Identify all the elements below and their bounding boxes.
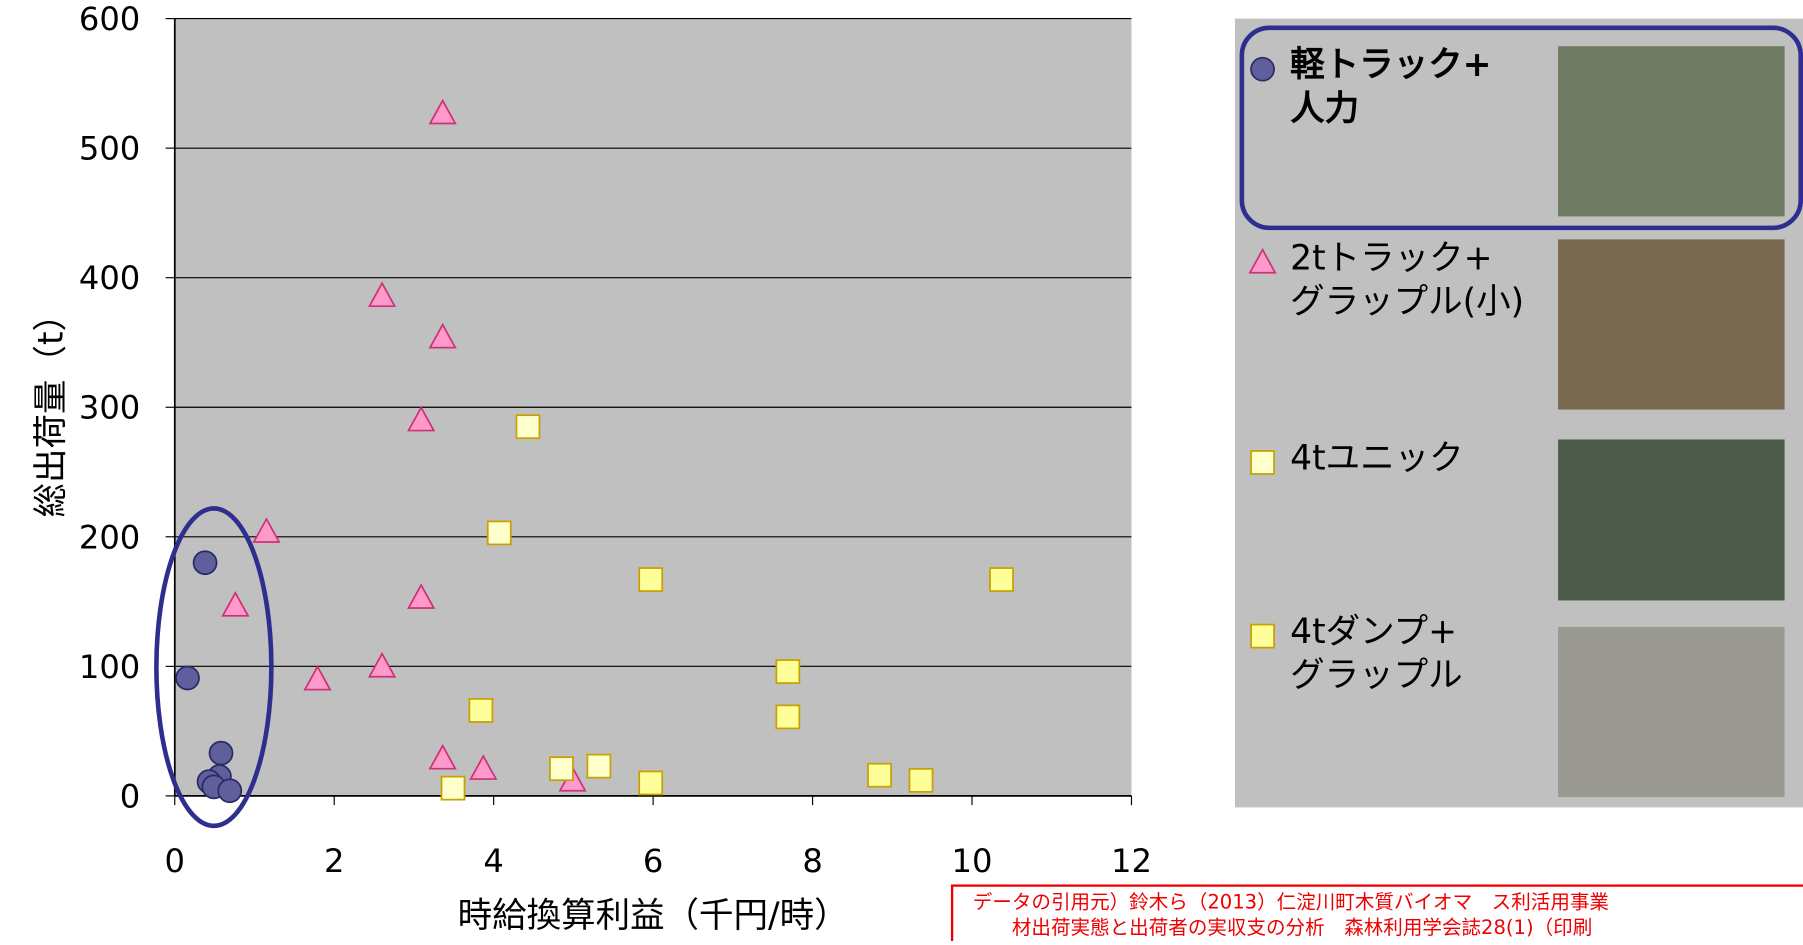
source-line: 材出荷実態と出荷者の実収支の分析 森林利用学会誌28(1)（印刷 [973, 916, 1803, 941]
y-tick-label: 0 [120, 777, 140, 815]
point [550, 757, 573, 780]
x-axis-title: 時給換算利益（千円/時） [458, 896, 849, 936]
legend-label: 2tトラック+ グラップル(小) [1290, 237, 1554, 324]
point [488, 521, 511, 544]
y-tick-label: 400 [79, 259, 140, 297]
point [194, 551, 217, 574]
legend-entry: 4tユニック [1290, 437, 1554, 540]
point [776, 660, 799, 683]
legend-label: 4tダンプ+ グラップル [1290, 611, 1554, 698]
legend-label: 4tユニック [1290, 437, 1554, 481]
legend-marker [1251, 625, 1274, 648]
point [868, 764, 891, 787]
point [776, 705, 799, 728]
y-tick-label: 300 [79, 389, 140, 427]
point [639, 568, 662, 591]
chart: 時給換算利益（千円/時） 総出荷量（t） データの引用元）鈴木ら（2013）仁淀… [0, 0, 1803, 941]
legend-entry: 軽トラック+ 人力 [1290, 44, 1554, 147]
point [176, 667, 199, 690]
x-tick-label: 10 [952, 842, 993, 880]
photo [1558, 46, 1785, 216]
x-tick-label: 0 [165, 842, 185, 880]
point [910, 769, 933, 792]
point [516, 415, 539, 438]
legend-marker [1251, 58, 1274, 81]
photo [1558, 627, 1785, 797]
legend-entry: 2tトラック+ グラップル(小) [1290, 237, 1554, 340]
legend-label: 軽トラック+ 人力 [1290, 44, 1554, 131]
point [587, 755, 610, 778]
y-tick-label: 500 [79, 130, 140, 168]
photo [1558, 439, 1785, 600]
photo [1558, 239, 1785, 409]
y-tick-label: 600 [79, 0, 140, 38]
point [218, 779, 241, 802]
x-tick-label: 6 [643, 842, 663, 880]
source-line: データの引用元）鈴木ら（2013）仁淀川町木質バイオマ ス利活用事業 [973, 890, 1803, 915]
legend-marker [1251, 451, 1274, 474]
y-tick-label: 100 [79, 648, 140, 686]
x-tick-label: 12 [1111, 842, 1152, 880]
point [210, 742, 233, 765]
source-note: データの引用元）鈴木ら（2013）仁淀川町木質バイオマ ス利活用事業 材出荷実態… [973, 890, 1803, 941]
point [990, 568, 1013, 591]
legend-entry: 4tダンプ+ グラップル [1290, 611, 1554, 714]
x-tick-label: 8 [802, 842, 822, 880]
point [639, 771, 662, 794]
page: 時給換算利益（千円/時） 総出荷量（t） データの引用元）鈴木ら（2013）仁淀… [0, 0, 1803, 941]
y-tick-label: 200 [79, 518, 140, 556]
source-note-text: データの引用元）鈴木ら（2013）仁淀川町木質バイオマ ス利活用事業 材出荷実態… [973, 890, 1803, 941]
x-tick-label: 2 [324, 842, 344, 880]
point [442, 777, 465, 800]
point [469, 699, 492, 722]
x-tick-label: 4 [483, 842, 503, 880]
y-axis-title: 総出荷量（t） [31, 297, 71, 517]
